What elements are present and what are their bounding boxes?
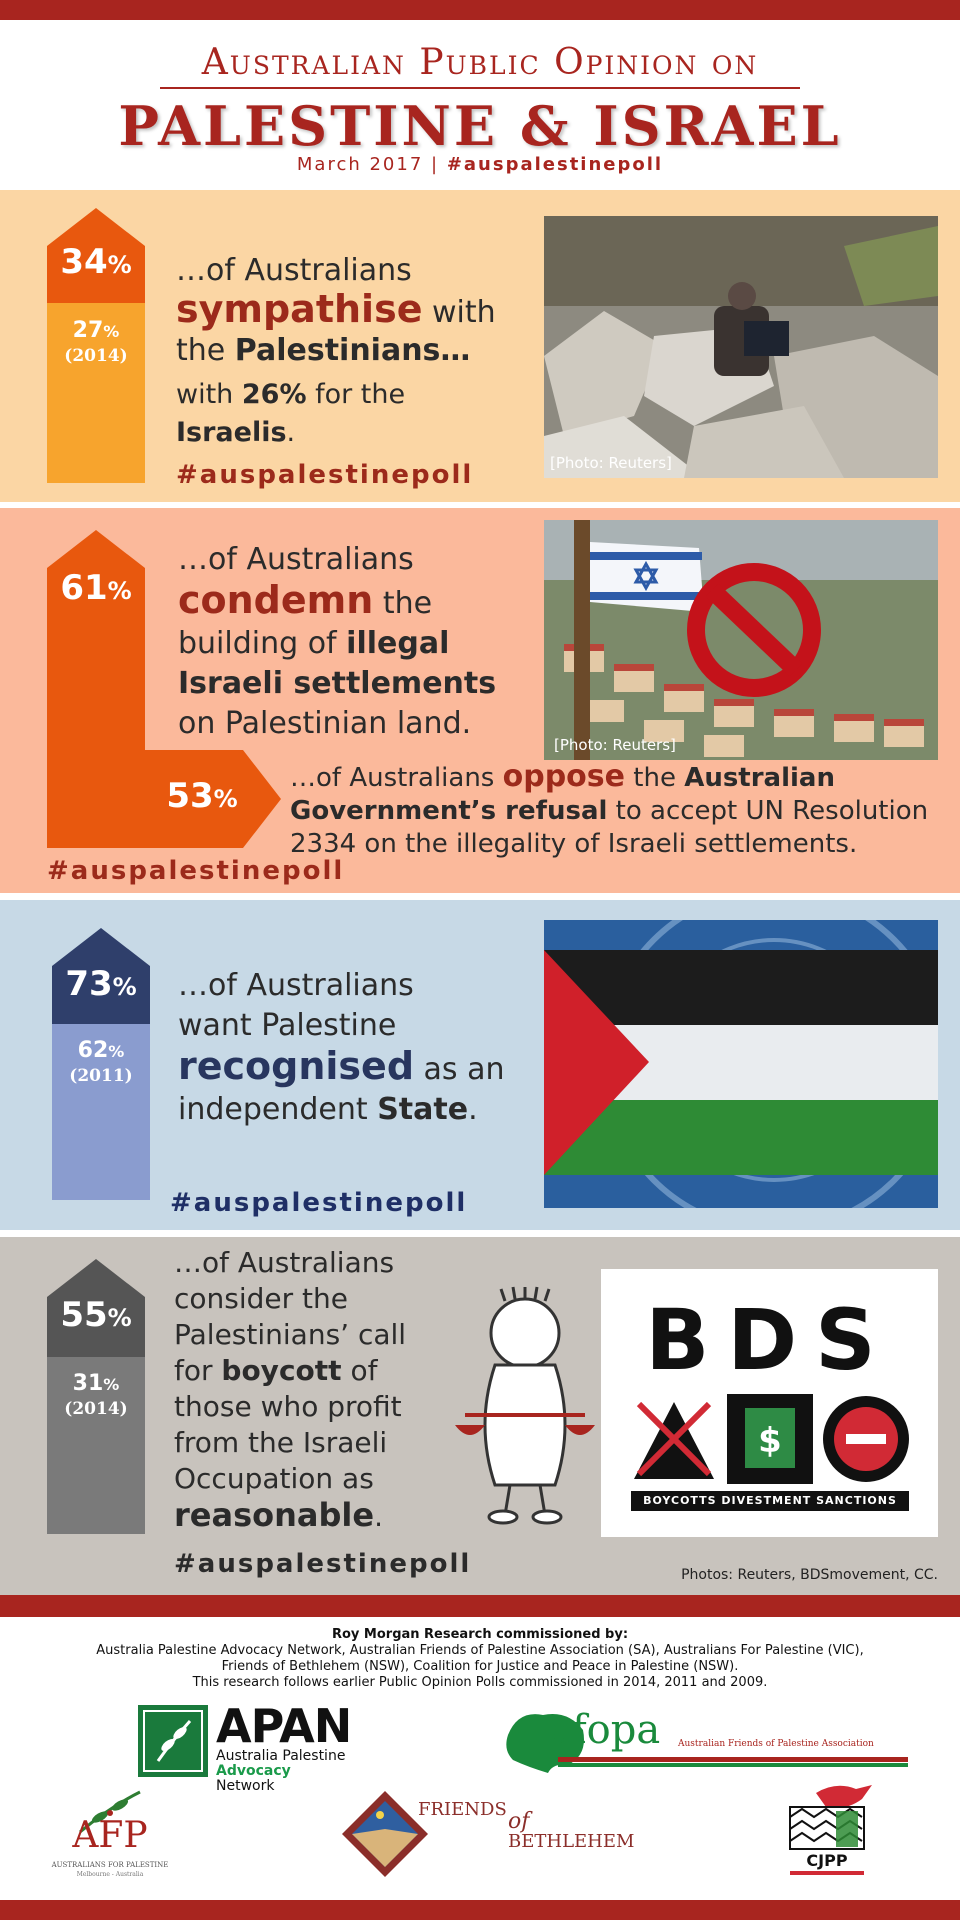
panel-condemn: 61% 53% …of Australians condemn the buil… <box>0 508 960 893</box>
bds-caption: BOYCOTTS DIVESTMENT SANCTIONS <box>631 1491 909 1511</box>
bethlehem-diamond-icon <box>342 1791 428 1877</box>
fob-word-2: of <box>508 1809 530 1834</box>
stat-previous: 27% <box>72 318 120 343</box>
photo-settlements: [Photo: Reuters] <box>544 520 938 760</box>
stat-main: 55% <box>60 1295 132 1335</box>
apan-subtitle: Australia Palestine Advocacy Network <box>216 1748 346 1794</box>
stat-main: 73% <box>65 964 137 1004</box>
arrow-shape <box>47 1259 145 1534</box>
subtitle: March 2017 | #auspalestinepoll <box>0 154 960 175</box>
bds-logo: BDS $ BOYCOTTS DIVESTMENT SANCTIONS <box>601 1269 938 1537</box>
commissioned-label: Roy Morgan Research commissioned by: <box>331 1627 629 1642</box>
cjpp-logo: CJPP <box>786 1781 876 1881</box>
bottom-border <box>0 1900 960 1920</box>
stat-previous-year: (2011) <box>69 1066 133 1086</box>
footer: Roy Morgan Research commissioned by: Aus… <box>0 1617 960 1900</box>
stat-arrow-61-53: 61% 53% <box>47 530 281 848</box>
credits-line-1: Australia Palestine Advocacy Network, Au… <box>96 1643 864 1658</box>
apan-logo: APAN Australia Palestine Advocacy Networ… <box>138 1699 352 1794</box>
title-line-1: Australian Public Opinion on <box>201 42 759 83</box>
header-hashtag: #auspalestinepoll <box>446 154 664 175</box>
photo-credits: Photos: Reuters, BDSmovement, CC. <box>681 1567 938 1583</box>
stat-previous-year: (2014) <box>64 346 128 366</box>
bds-symbols: $ <box>629 1394 909 1484</box>
hashtag: #auspalestinepoll <box>174 1549 472 1579</box>
handala-illustration <box>455 1286 595 1525</box>
statement-oppose: …of Australians oppose the Australian Go… <box>290 759 929 859</box>
svg-text:$: $ <box>758 1421 782 1461</box>
hashtag: #auspalestinepoll <box>176 460 474 490</box>
arrow-shape <box>47 208 145 483</box>
statement-sympathise: …of Australians sympathise with the Pale… <box>176 253 496 448</box>
photo-caption: [Photo: Reuters] <box>550 454 672 472</box>
hashtag: #auspalestinepoll <box>47 856 345 886</box>
olive-sprig-icon <box>79 1790 141 1834</box>
footer-top-border <box>0 1595 960 1617</box>
afp-location: Melbourne - Australia <box>76 1871 144 1878</box>
friends-of-bethlehem-logo: FRIENDS of BETHLEHEM <box>340 1789 634 1879</box>
statement-boycott: …of Australians consider the Palestinian… <box>174 1246 407 1534</box>
fob-word-1: FRIENDS <box>418 1799 507 1820</box>
afp-wordmark: AFP <box>72 1815 148 1856</box>
credits-line-2: Friends of Bethlehem (NSW), Coalition fo… <box>221 1659 739 1674</box>
header: Australian Public Opinion on PALESTINE &… <box>0 20 960 190</box>
dove-kufiya-icon <box>789 1785 872 1850</box>
afopa-stripe-red <box>558 1757 908 1762</box>
afp-subtitle: AUSTRALIANS FOR PALESTINE <box>51 1861 169 1869</box>
statement-recognised: …of Australians want Palestine recognise… <box>178 968 505 1127</box>
stat-previous-year: (2014) <box>64 1399 128 1419</box>
stat-arrow-73: 73% 62% (2011) <box>52 928 150 1200</box>
photo-caption: [Photo: Reuters] <box>554 736 676 754</box>
afopa-wordmark: afopa <box>548 1707 661 1753</box>
stat-arrow-55: 55% 31% (2014) <box>47 1259 145 1534</box>
stat-previous: 62% <box>77 1038 125 1063</box>
bds-letters: BDS <box>645 1291 894 1389</box>
top-border <box>0 0 960 20</box>
afp-logo: AFP AUSTRALIANS FOR PALESTINE Melbourne … <box>50 1787 170 1882</box>
stat-main: 61% <box>60 568 132 608</box>
statement-condemn: …of Australians condemn the building of … <box>178 542 497 741</box>
credits-line-3: This research follows earlier Public Opi… <box>192 1675 768 1690</box>
fob-word-3: BETHLEHEM <box>508 1831 635 1852</box>
panel-sympathise: 34% 27% (2014) …of Australians sympathis… <box>0 190 960 502</box>
arrow-shape <box>47 530 281 848</box>
arrow-shape <box>52 928 150 1200</box>
rubble-image <box>544 216 938 478</box>
apan-wordmark: APAN <box>216 1699 352 1753</box>
hashtag: #auspalestinepoll <box>170 1188 468 1218</box>
photo-rubble: [Photo: Reuters] <box>544 216 938 478</box>
credits: Roy Morgan Research commissioned by: Aus… <box>0 1627 960 1691</box>
date-label: March 2017 | <box>296 154 440 175</box>
afopa-logo: afopa Australian Friends of Palestine As… <box>498 1705 913 1780</box>
stat-arrow-34: 34% 27% (2014) <box>47 208 145 483</box>
settlement-image <box>544 520 938 760</box>
cjpp-stripe <box>790 1871 864 1875</box>
cjpp-wordmark: CJPP <box>806 1851 848 1870</box>
panel-recognised: 73% 62% (2011) …of Australians want Pale… <box>0 900 960 1230</box>
panel-boycott: 55% 31% (2014) …of Australians consider … <box>0 1237 960 1595</box>
afopa-stripe-green <box>558 1763 908 1767</box>
stat-second: 53% <box>166 776 238 816</box>
olive-branch-icon <box>138 1705 208 1777</box>
title-rule <box>160 87 800 89</box>
stat-main: 34% <box>60 242 132 282</box>
photo-flag-un <box>544 920 938 1208</box>
title-line-2: PALESTINE & ISRAEL <box>118 94 842 158</box>
stat-previous: 31% <box>72 1371 120 1396</box>
palestine-flag-un-image <box>544 920 938 1208</box>
afopa-fullname: Australian Friends of Palestine Associat… <box>678 1739 874 1749</box>
